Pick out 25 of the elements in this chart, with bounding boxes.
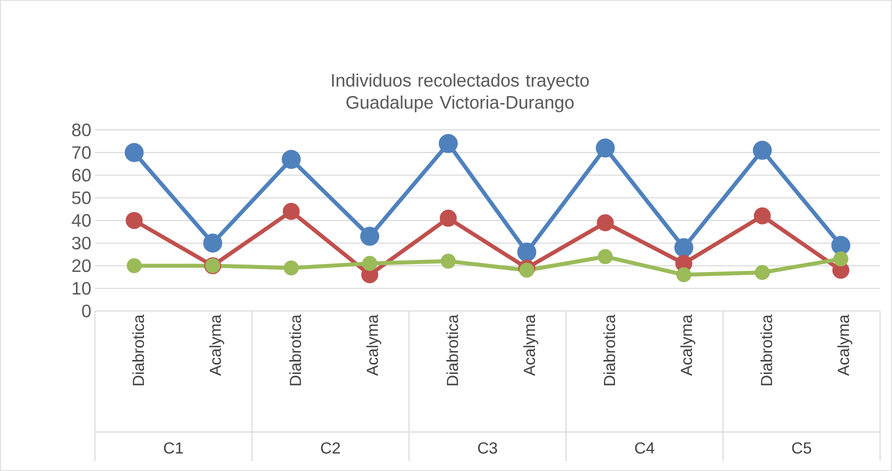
- text: C5: [792, 442, 812, 454]
- y-tick-label: 20: [72, 259, 91, 272]
- text: C2: [321, 442, 340, 454]
- x-tick-label: Acalyma: [523, 314, 538, 376]
- y-tick-label: 30: [72, 236, 91, 250]
- y-tick-label: 50: [72, 191, 91, 204]
- text: C3: [478, 442, 498, 454]
- y-tick-label: 0: [82, 304, 91, 318]
- x-tick-label: Acalyma: [366, 314, 382, 376]
- x-tick-label: Diabrotica: [289, 314, 302, 386]
- x-tick-label: Diabrotica: [132, 314, 144, 386]
- y-tick-label: 60: [72, 168, 91, 182]
- y-tick-label: 10: [72, 282, 91, 295]
- text: C4: [635, 442, 654, 454]
- text: C1: [164, 442, 183, 454]
- x-tick-label: Acalyma: [209, 314, 224, 376]
- x-tick-label: Acalyma: [837, 314, 852, 376]
- y-tick-label: 80: [72, 124, 91, 136]
- x-tick-label: Diabrotica: [446, 314, 458, 386]
- x-tick-label: Diabrotica: [603, 314, 616, 386]
- y-tick-label: 40: [72, 214, 91, 227]
- x-tick-label: Diabrotica: [760, 314, 772, 386]
- chart-title: Individuos recolectados trayecto Guadalupe Victoria-Durango: [332, 74, 589, 112]
- x-tick-label: Acalyma: [680, 314, 696, 376]
- y-tick-label: 70: [72, 146, 91, 159]
